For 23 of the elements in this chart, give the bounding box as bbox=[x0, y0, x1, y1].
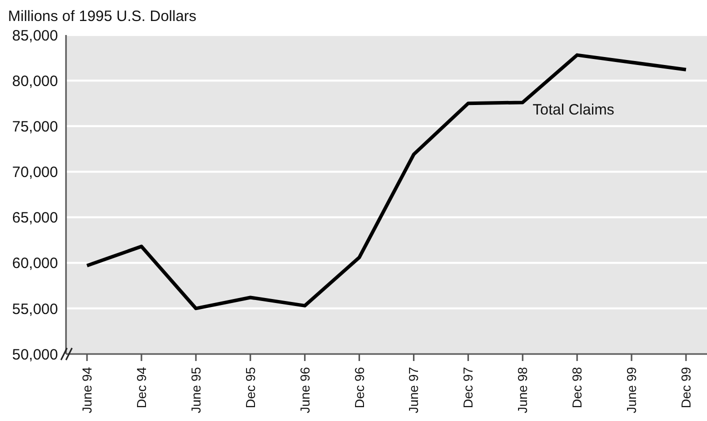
y-tick-label: 75,000 bbox=[12, 118, 58, 136]
series-label: Total Claims bbox=[532, 101, 614, 118]
y-tick-label: 85,000 bbox=[12, 27, 58, 44]
line-series bbox=[85, 53, 688, 310]
y-tick-label: 80,000 bbox=[12, 72, 58, 90]
y-tick-label: 70,000 bbox=[12, 164, 58, 182]
y-tick-label: 50,000 bbox=[12, 346, 58, 364]
x-tick-label: Dec 97 bbox=[460, 367, 476, 408]
x-tick-label: Dec 94 bbox=[134, 367, 149, 408]
x-tick-label: June 95 bbox=[188, 367, 204, 414]
y-tick-label: 60,000 bbox=[12, 255, 58, 272]
x-tick-label: Dec 98 bbox=[570, 367, 585, 408]
y-tick-label: 55,000 bbox=[12, 300, 58, 318]
x-tick-label: June 99 bbox=[624, 367, 640, 414]
x-tick-label: June 96 bbox=[297, 367, 312, 414]
x-tick-label: Dec 99 bbox=[678, 367, 694, 408]
x-tick-label: Dec 96 bbox=[352, 367, 367, 408]
x-tick-label: June 98 bbox=[515, 367, 530, 414]
x-tick-label: Dec 95 bbox=[242, 367, 258, 408]
x-tick-label: June 97 bbox=[406, 367, 422, 414]
x-tick-label: June 94 bbox=[80, 367, 94, 414]
y-axis-title: Millions of 1995 U.S. Dollars bbox=[8, 8, 196, 25]
y-tick-label: 65,000 bbox=[12, 210, 58, 227]
